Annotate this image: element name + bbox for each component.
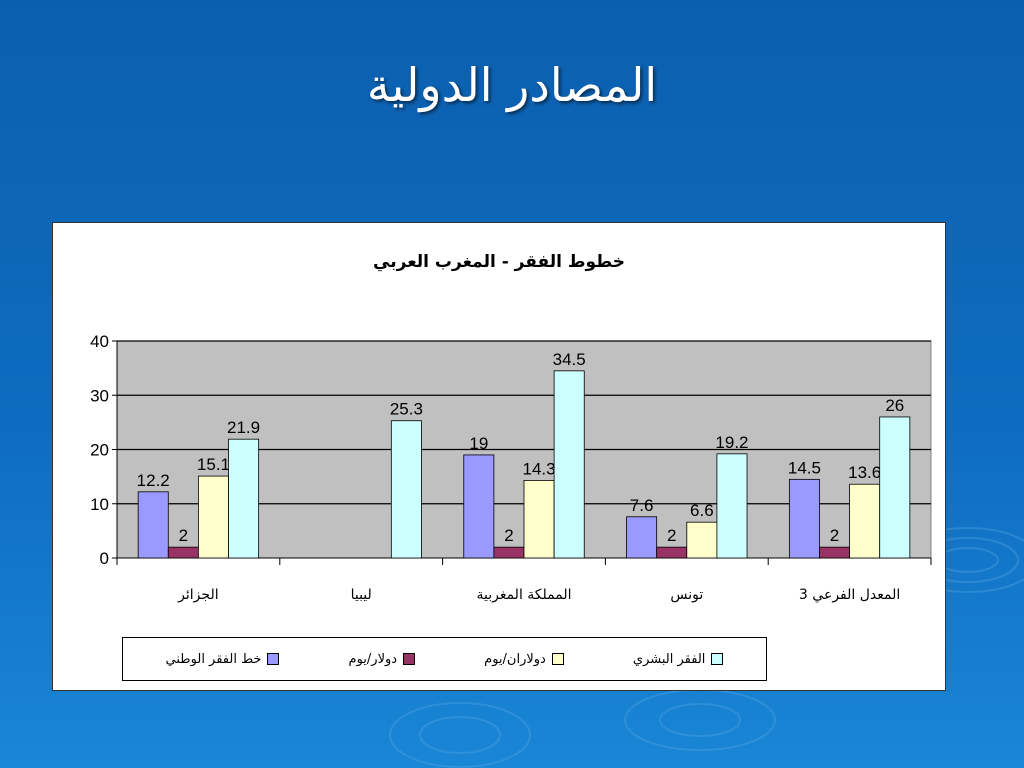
data-label: 19 xyxy=(469,434,488,453)
slide-title: المصادر الدولية xyxy=(366,58,658,112)
chart-legend: خط الفقر الوطني دولار/يوم دولاران/يوم ال… xyxy=(122,637,767,681)
x-category-label: المعدل الفرعي 3 xyxy=(799,587,900,603)
bar xyxy=(463,454,495,559)
legend-item-human-poverty: الفقر البشري xyxy=(632,651,724,667)
x-category-label: تونس xyxy=(670,587,703,603)
data-label: 2 xyxy=(667,526,676,545)
bar xyxy=(197,475,229,559)
legend-label: الفقر البشري xyxy=(632,651,706,667)
bar xyxy=(626,516,658,559)
legend-item-one-dollar-day: دولار/يوم xyxy=(349,652,416,667)
chart-container: خطوط الفقر - المغرب العربي 0 10 20 30 40 الجز… xyxy=(52,222,946,691)
y-tick-label: 20 xyxy=(90,441,109,460)
data-label: 2 xyxy=(830,526,839,545)
data-label: 25.3 xyxy=(390,400,423,419)
bar xyxy=(788,478,820,559)
data-label: 14.3 xyxy=(523,459,556,478)
legend-swatch xyxy=(551,653,564,665)
y-tick-label: 10 xyxy=(90,495,109,514)
bar xyxy=(849,483,881,559)
legend-swatch xyxy=(403,653,416,665)
legend-label: دولاران/يوم xyxy=(484,651,546,667)
y-tick-label: 30 xyxy=(90,386,109,405)
legend-label: خط الفقر الوطني xyxy=(165,651,262,667)
bar xyxy=(228,438,260,559)
data-label: 15.1 xyxy=(197,455,230,474)
x-category-label: المملكة المغربية xyxy=(476,587,571,603)
legend-item-two-dollars-day: دولاران/يوم xyxy=(484,652,564,667)
data-label: 14.5 xyxy=(788,458,821,477)
data-label: 19.2 xyxy=(715,433,748,452)
bar xyxy=(493,546,525,559)
bar xyxy=(390,420,422,559)
legend-item-national-poverty-line: خط الفقر الوطني xyxy=(166,652,280,667)
bar xyxy=(656,546,688,559)
bar xyxy=(137,491,169,559)
legend-swatch xyxy=(711,653,724,665)
bar xyxy=(819,546,850,559)
bar xyxy=(716,453,748,559)
data-label: 21.9 xyxy=(227,418,260,437)
bar xyxy=(686,521,718,559)
data-label: 26 xyxy=(885,396,904,415)
data-label: 6.6 xyxy=(690,501,714,520)
bar-chart: خطوط الفقر - المغرب العربي 0 10 20 30 40 الجز… xyxy=(90,252,932,603)
bar xyxy=(553,370,585,559)
legend-label: دولار/يوم xyxy=(348,651,398,667)
data-label: 12.2 xyxy=(137,471,170,490)
y-tick-label: 40 xyxy=(90,332,109,351)
x-category-label: الجزائر xyxy=(177,587,218,603)
data-label: 2 xyxy=(179,526,188,545)
chart-title: خطوط الفقر - المغرب العربي xyxy=(373,252,625,272)
data-label: 13.6 xyxy=(848,463,881,482)
bar xyxy=(523,480,555,559)
bar xyxy=(879,416,911,559)
x-category-label: ليبيا xyxy=(351,587,372,603)
data-label: 34.5 xyxy=(553,350,586,369)
data-label: 2 xyxy=(504,526,513,545)
data-label: 7.6 xyxy=(630,496,654,515)
bar xyxy=(167,546,199,559)
legend-swatch xyxy=(267,653,280,665)
y-tick-label: 0 xyxy=(100,549,109,568)
